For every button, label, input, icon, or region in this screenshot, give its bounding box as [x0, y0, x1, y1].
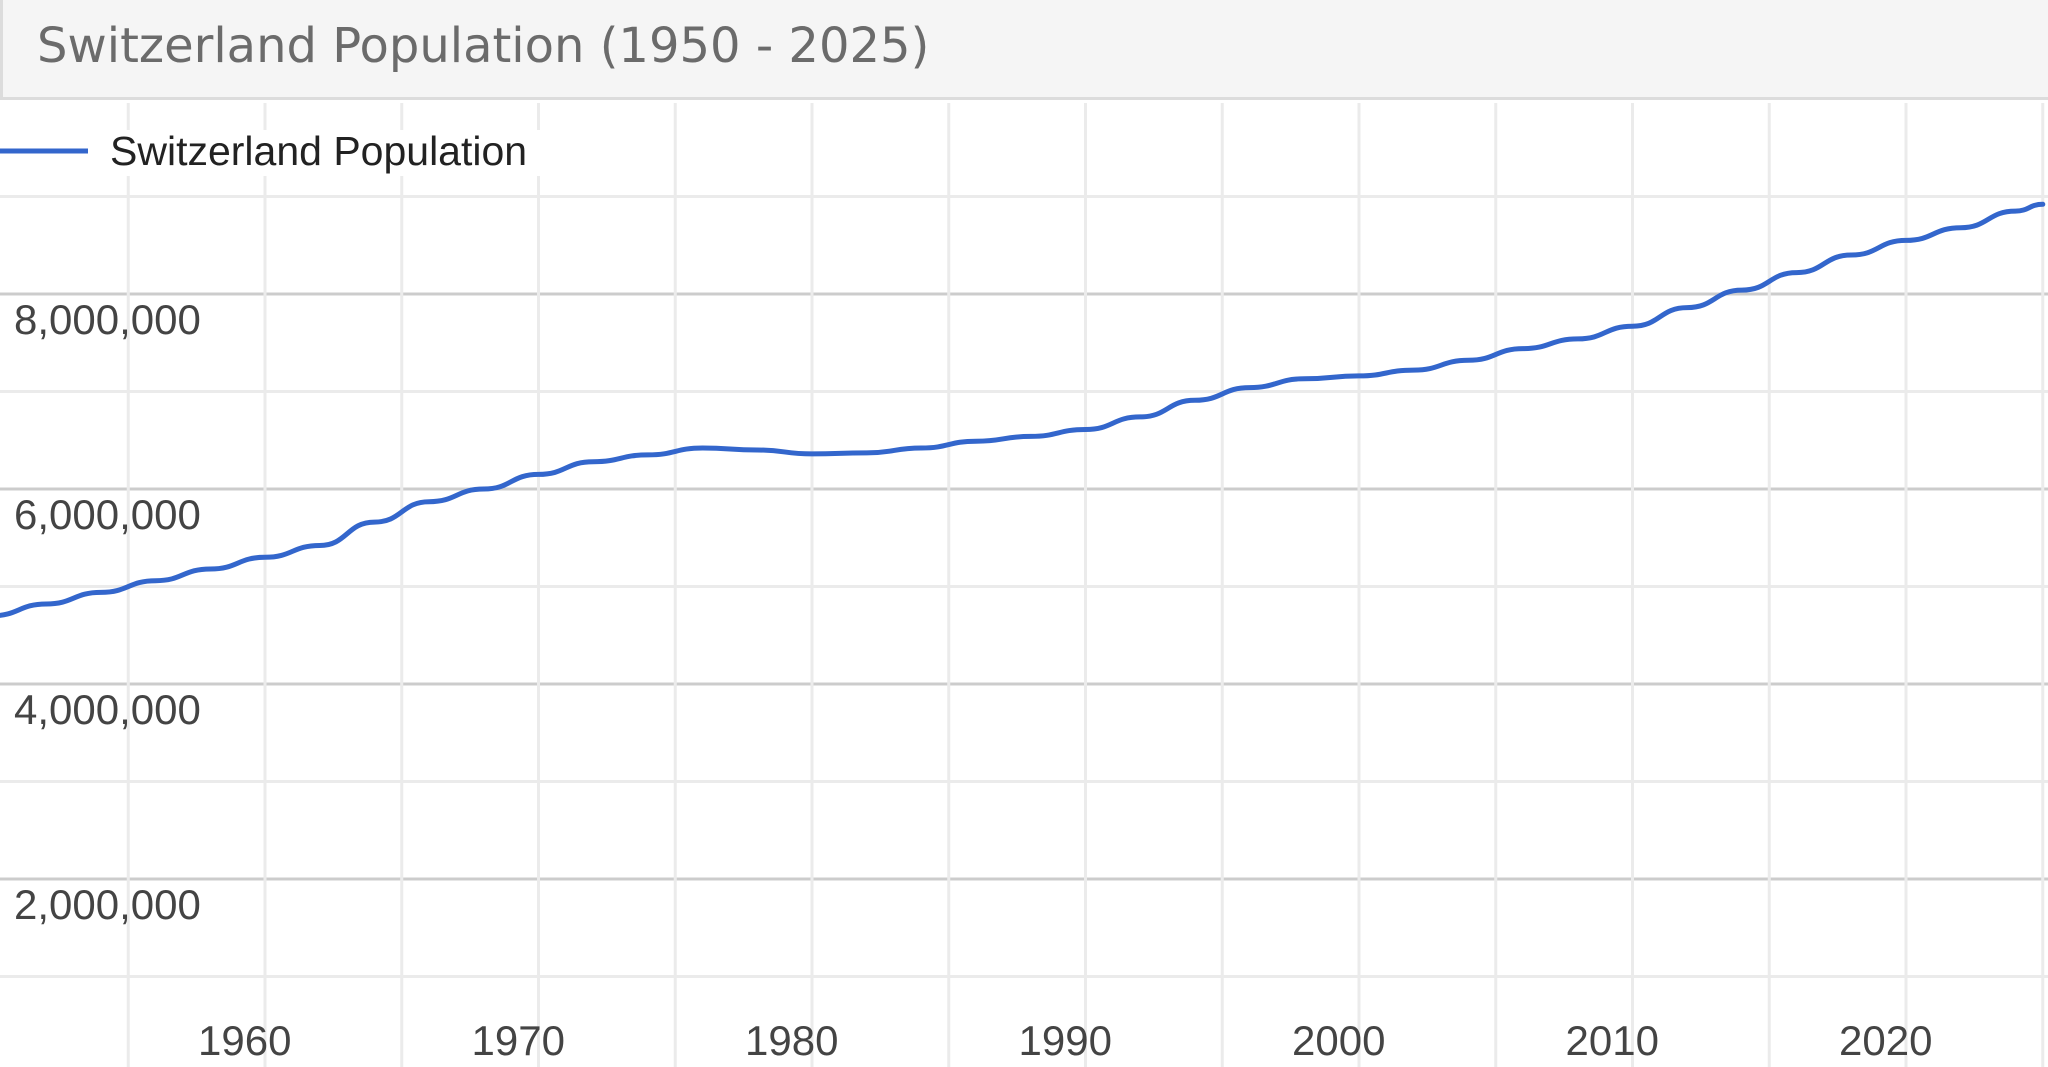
- y-tick-label: 6,000,000: [14, 491, 201, 538]
- y-tick-label: 2,000,000: [14, 881, 201, 928]
- x-tick-label: 2020: [1839, 1017, 1932, 1064]
- legend-label: Switzerland Population: [110, 128, 527, 174]
- x-tick-label: 2010: [1566, 1017, 1659, 1064]
- x-tick-label: 1990: [1019, 1017, 1112, 1064]
- chart-title-bar: Switzerland Population (1950 - 2025): [0, 0, 2048, 100]
- x-tick-label: 2000: [1292, 1017, 1385, 1064]
- y-tick-label: 4,000,000: [14, 686, 201, 733]
- x-tick-label: 1980: [745, 1017, 838, 1064]
- legend-background: [0, 130, 600, 176]
- chart-title: Switzerland Population (1950 - 2025): [37, 18, 930, 74]
- series-line: [0, 201, 2046, 618]
- x-tick-label: 1970: [472, 1017, 565, 1064]
- x-tick-label: 1960: [198, 1017, 291, 1064]
- y-tick-label: 8,000,000: [14, 296, 201, 343]
